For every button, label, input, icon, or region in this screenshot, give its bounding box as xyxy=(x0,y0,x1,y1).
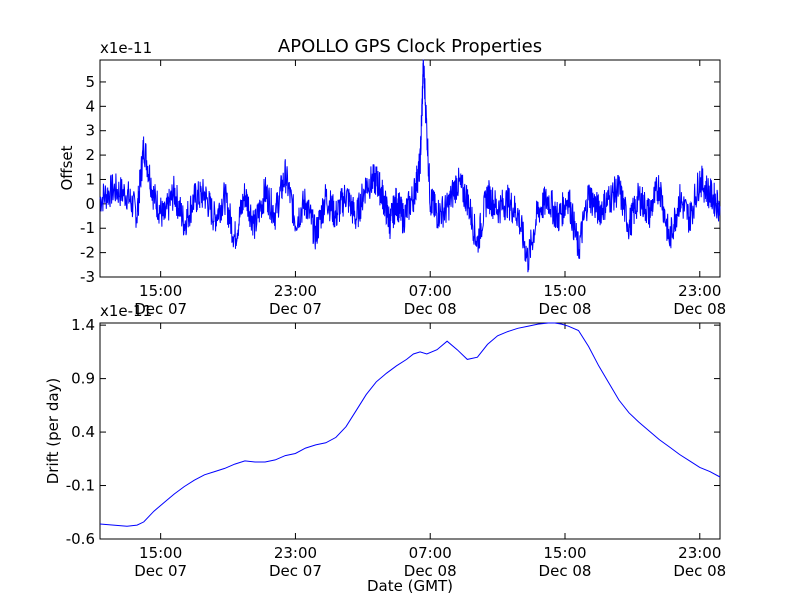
y-tick-label: 0 xyxy=(85,195,95,213)
x-tick-label-date: Dec 08 xyxy=(673,300,726,318)
y-tick-label: -2 xyxy=(80,244,95,262)
x-tick-label-time: 23:00 xyxy=(274,544,317,562)
chart-title: APOLLO GPS Clock Properties xyxy=(278,36,542,57)
drift-series-line xyxy=(99,322,721,527)
offset-series-line xyxy=(99,59,721,273)
y-tick-label: 2 xyxy=(85,146,95,164)
x-tick-label-date: Dec 07 xyxy=(134,300,187,318)
drift-y-scale-label: x1e-11 xyxy=(100,302,152,320)
x-tick-label-time: 15:00 xyxy=(543,544,586,562)
x-tick-label-date: Dec 08 xyxy=(404,300,457,318)
drift-plot-frame xyxy=(99,322,721,540)
x-tick-label-time: 07:00 xyxy=(409,282,452,300)
y-tick-label: -0.6 xyxy=(66,530,95,548)
offset-y-scale-label: x1e-11 xyxy=(100,39,152,57)
y-tick-label: 0.4 xyxy=(71,423,95,441)
y-tick-label: 1.4 xyxy=(71,316,95,334)
x-tick-label-date: Dec 07 xyxy=(134,562,187,580)
y-tick-label: 3 xyxy=(85,122,95,140)
y-tick-label: 5 xyxy=(85,73,95,91)
x-tick-label-date: Dec 07 xyxy=(269,562,322,580)
y-tick-label: 1 xyxy=(85,170,95,188)
x-tick-label-date: Dec 08 xyxy=(539,300,592,318)
y-tick-label: -1 xyxy=(80,219,95,237)
x-tick-label-time: 23:00 xyxy=(274,282,317,300)
offset-plot-frame xyxy=(99,59,721,278)
x-tick-label-time: 23:00 xyxy=(678,544,721,562)
y-tick-label: 0.9 xyxy=(71,370,95,388)
y-tick-label: -3 xyxy=(80,268,95,286)
x-tick-label-date: Dec 08 xyxy=(539,562,592,580)
x-tick-label-time: 23:00 xyxy=(678,282,721,300)
x-tick-label-time: 15:00 xyxy=(139,544,182,562)
x-tick-label-time: 07:00 xyxy=(409,544,452,562)
drift-y-ticks: -0.6 -0.1 0.4 0.9 1.4 xyxy=(66,316,720,548)
x-tick-label-time: 15:00 xyxy=(139,282,182,300)
offset-y-axis-label: Offset xyxy=(58,145,76,190)
x-tick-label-time: 15:00 xyxy=(543,282,586,300)
x-tick-label-date: Dec 08 xyxy=(673,562,726,580)
x-tick-label-date: Dec 07 xyxy=(269,300,322,318)
y-tick-label: 4 xyxy=(85,97,95,115)
x-tick-label-date: Dec 08 xyxy=(404,562,457,580)
y-tick-label: -0.1 xyxy=(66,477,95,495)
x-axis-label: Date (GMT) xyxy=(367,577,453,595)
drift-y-axis-label: Drift (per day) xyxy=(44,378,62,485)
